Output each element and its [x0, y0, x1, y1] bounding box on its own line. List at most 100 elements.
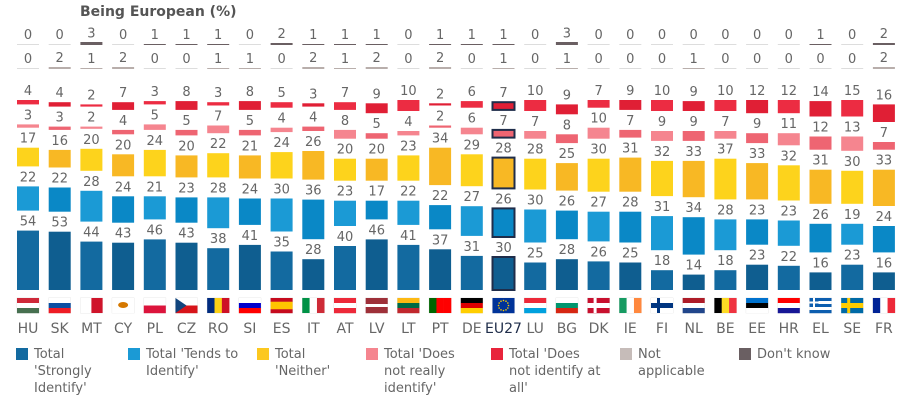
bar-segment [17, 68, 39, 69]
country-label: PL [147, 321, 163, 337]
flag-stripe [334, 303, 356, 309]
data-label: 0 [404, 28, 412, 43]
data-label: 5 [246, 114, 254, 129]
bar-segment [112, 102, 135, 110]
data-label: 1 [373, 28, 381, 43]
bar-segment [112, 196, 135, 223]
bar-segment [238, 101, 261, 110]
data-label: 26 [305, 135, 322, 150]
data-label: 26 [590, 245, 607, 260]
flag-stripe [587, 308, 610, 314]
data-label: 16 [51, 134, 68, 149]
bar-segment [619, 262, 642, 290]
flag-stripe [436, 298, 444, 313]
data-label: 28 [717, 203, 734, 218]
flag-stripe [524, 303, 547, 309]
data-label: 30 [844, 155, 861, 170]
bar-segment [651, 131, 673, 141]
bar-segment [365, 200, 388, 220]
data-label: 2 [87, 111, 95, 126]
country-label: HR [779, 321, 800, 337]
bar-segment [777, 68, 800, 69]
bar-segment [777, 100, 800, 114]
country-label: PT [432, 321, 449, 337]
legend-item-not-at-all: Total 'Does not identify at all' [491, 346, 601, 397]
data-label: 30 [527, 194, 544, 209]
bar-segment [270, 43, 293, 45]
flag-stripe [48, 298, 71, 304]
bar-segment [365, 67, 388, 69]
data-label: 21 [242, 139, 259, 154]
bar-segment [746, 219, 769, 245]
bar-segment [619, 211, 642, 243]
flag-stripe [238, 308, 261, 314]
data-label: 3 [87, 27, 95, 42]
legend-label: Total 'Does not identify at all' [509, 347, 601, 396]
bar-segment [555, 42, 578, 45]
flag-stripe [365, 310, 388, 314]
bar-segment [682, 217, 705, 255]
legend-swatch [366, 348, 378, 360]
data-label: 24 [147, 134, 164, 149]
bar-segment [238, 44, 261, 45]
bar-segment [365, 103, 388, 114]
bar-segment [397, 68, 420, 69]
data-label: 12 [749, 84, 766, 99]
bar-segment [587, 127, 610, 139]
data-label: 2 [373, 51, 381, 66]
bar-segment [682, 160, 705, 198]
bar-segment [365, 44, 388, 45]
data-label: 11 [781, 117, 798, 132]
flag-stripe [175, 298, 198, 306]
flag-stripe [48, 308, 71, 314]
data-label: 5 [277, 86, 285, 101]
country-label: DE [462, 321, 482, 337]
data-label: 14 [812, 85, 829, 100]
legend-item-strongly: Total 'Strongly Identify' [16, 346, 126, 397]
data-label: 22 [432, 189, 449, 204]
bar-segment [429, 147, 452, 186]
bar-segment [524, 209, 547, 243]
country-label: LT [401, 321, 416, 337]
flag-stripe [841, 308, 864, 314]
bar-segment [112, 154, 135, 177]
bar-segment [524, 131, 547, 139]
country-label: SK [51, 321, 70, 337]
bar-segment [841, 44, 864, 45]
data-label: 26 [812, 208, 829, 223]
data-label: 2 [880, 27, 888, 42]
legend-item-dont-know: Don't know [739, 346, 869, 363]
bar-segment [809, 68, 832, 69]
flag-stripe [238, 298, 261, 304]
bar-segment [746, 44, 769, 45]
bar-segment [334, 102, 356, 110]
bar-segment [17, 124, 39, 128]
bar-segment [80, 104, 103, 107]
flag-stripe [238, 303, 261, 309]
flag-star [507, 307, 509, 309]
data-label: 22 [51, 172, 68, 187]
data-label: 23 [844, 249, 861, 264]
flag-stripe [397, 298, 420, 304]
bar-segment [365, 239, 388, 290]
flag-cross [847, 298, 851, 313]
legend-item-neither: Total 'Neither' [257, 346, 347, 380]
data-label: 1 [182, 28, 190, 43]
data-label: 3 [151, 85, 159, 100]
flag-stripe [112, 305, 135, 314]
data-label: 2 [880, 51, 888, 66]
data-label: 1 [499, 52, 507, 67]
bar-segment [809, 101, 832, 117]
bar-segment [48, 231, 71, 290]
country-label: ES [273, 321, 291, 337]
data-label: 43 [115, 227, 132, 242]
bar-segment [48, 102, 71, 107]
data-label: 18 [717, 254, 734, 269]
data-label: 31 [464, 240, 481, 255]
data-label: 2 [436, 87, 444, 102]
bar-segment [302, 67, 325, 69]
data-label: 41 [400, 229, 417, 244]
flag-cross [809, 301, 819, 304]
bar-segment [809, 44, 832, 45]
data-label: 0 [753, 52, 761, 67]
